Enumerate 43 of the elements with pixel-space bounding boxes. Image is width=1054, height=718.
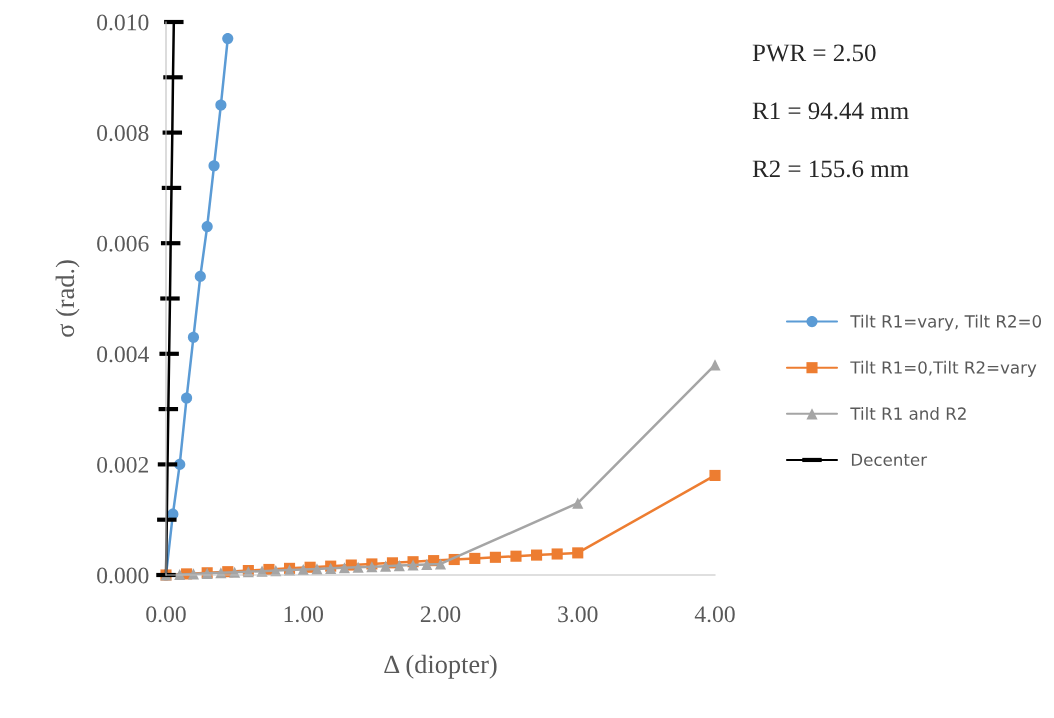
point [489,551,501,563]
text: R1 = 94.44 mm [752,102,909,120]
point [215,99,227,111]
point [352,561,364,573]
x-tick-label: 0.00 [146,606,186,623]
point [469,552,481,564]
y-tick-label: 0.010 [97,14,149,31]
point [311,563,323,575]
legend-label: Tilt R1=0,Tilt R2=vary [850,360,1037,377]
y-tick-label: 0.000 [97,567,149,584]
text: PWR = 2.50 [752,44,876,62]
y-tick-label: 0.004 [97,346,149,363]
point [434,558,447,570]
point [709,359,721,371]
x-tick-label: 3.00 [558,606,598,623]
point [393,560,405,572]
point [380,560,392,572]
y-tick-label: 0.002 [97,456,149,473]
y-tick-label: 0.008 [97,125,149,142]
legend-label: Tilt R1 and R2 [850,407,966,420]
point [510,550,522,562]
point [181,392,193,404]
legend-label: Decenter [851,453,928,467]
x-tick-label: 4.00 [694,606,735,623]
point [194,270,206,282]
text: R2 = 155.6 mm [752,160,909,178]
x-tick-label: 2.00 [420,606,461,623]
x-tick-label: 1.00 [284,606,324,623]
point [551,548,563,560]
legend-label: Tilt R1=vary, Tilt R2=0 [850,314,1042,331]
x-axis-title: Δ (diopter) [384,654,497,679]
point [201,221,213,233]
point [572,547,584,559]
point [187,331,200,343]
y-tick-label: 0.006 [97,235,149,252]
point [222,33,234,45]
point [572,497,584,509]
y-axis-title: σ (rad.) [55,260,80,337]
point [531,549,543,561]
point [338,562,350,574]
point [421,558,433,571]
point [208,160,220,172]
point [709,469,721,482]
